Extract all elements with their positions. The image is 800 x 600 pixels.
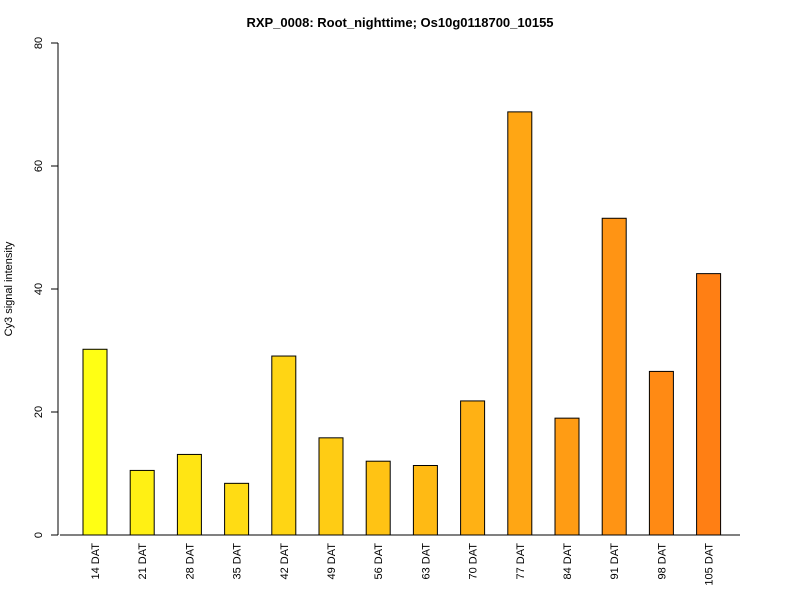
- x-tick-label: 98 DAT: [656, 543, 668, 580]
- y-tick-label: 60: [33, 160, 45, 172]
- y-axis: 0 20 40 60 80: [33, 37, 59, 538]
- y-tick-label: 80: [33, 37, 45, 49]
- x-tick-label: 42 DAT: [279, 543, 291, 580]
- y-tick-label: 0: [33, 532, 45, 538]
- bar: [554, 417, 580, 536]
- bars: [82, 111, 722, 536]
- x-tick-label: 63 DAT: [420, 543, 432, 580]
- bar: [696, 273, 722, 536]
- y-tick-label: 20: [33, 406, 45, 418]
- x-tick-label: 105 DAT: [704, 543, 716, 586]
- bar: [365, 460, 391, 536]
- x-tick-label: 91 DAT: [609, 543, 621, 580]
- x-axis: 14 DAT 21 DAT 28 DAT 35 DAT 42 DAT 49 DAT 56 D…: [60, 534, 740, 586]
- x-tick-label: 14 DAT: [90, 543, 102, 580]
- x-tick-label: 77 DAT: [515, 543, 527, 580]
- bar: [129, 469, 155, 536]
- x-tick-label: 70 DAT: [468, 543, 480, 580]
- bar: [271, 355, 297, 536]
- x-tick-label: 21 DAT: [137, 543, 149, 580]
- bar: [318, 437, 344, 536]
- bar: [82, 348, 108, 536]
- bar: [224, 482, 250, 536]
- x-tick-label: 56 DAT: [373, 543, 385, 580]
- x-tick-label: 84 DAT: [562, 543, 574, 580]
- chart-title: RXP_0008: Root_nighttime; Os10g0118700_1…: [246, 15, 553, 30]
- x-tick-label: 49 DAT: [326, 543, 338, 580]
- bar: [507, 111, 533, 536]
- y-tick-label: 40: [33, 283, 45, 295]
- bar: [601, 217, 627, 536]
- bar: [460, 400, 486, 536]
- bar: [176, 453, 202, 536]
- bar: [412, 465, 438, 536]
- x-tick-label: 35 DAT: [232, 543, 244, 580]
- y-axis-label: Cy3 signal intensity: [3, 241, 15, 336]
- x-tick-label: 28 DAT: [184, 543, 196, 580]
- bar: [648, 370, 674, 536]
